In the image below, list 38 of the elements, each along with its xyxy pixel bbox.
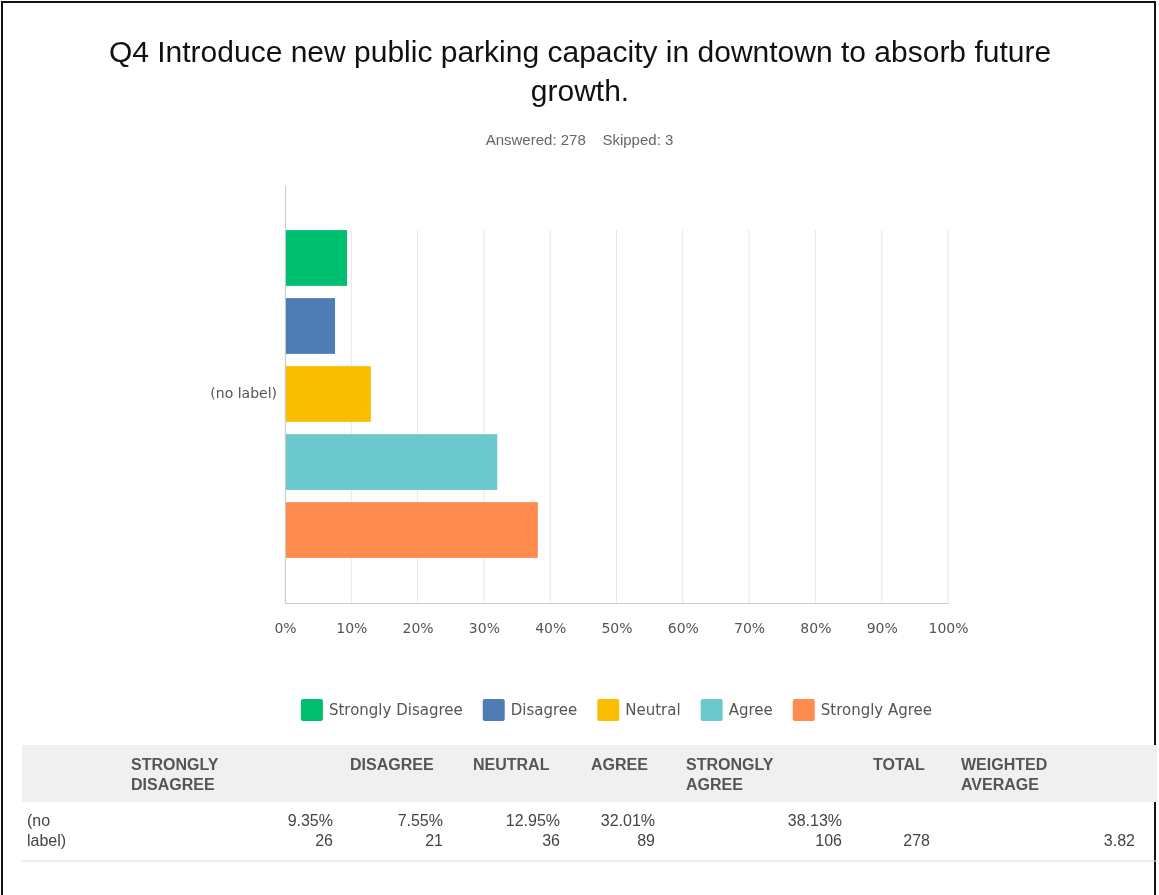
text: 7.55% xyxy=(397,812,443,829)
text: DISAGREE xyxy=(350,756,434,773)
x-tick-label: 50% xyxy=(601,619,633,636)
legend-label: Disagree xyxy=(510,701,578,720)
text: 89 xyxy=(637,832,656,849)
x-tick-label: 100% xyxy=(928,619,969,636)
x-tick-label: 60% xyxy=(667,619,699,636)
chart-subtitle: Answered: 278 Skipped: 3 xyxy=(484,131,675,148)
text: STRONGLY AGREE xyxy=(686,756,774,793)
x-tick-label: 40% xyxy=(535,619,567,636)
x-tick-label: 30% xyxy=(468,619,500,636)
text: 106 xyxy=(815,832,843,849)
text: 278 xyxy=(903,832,931,849)
legend-label: Strongly Agree xyxy=(820,701,933,720)
text: NEUTRAL xyxy=(473,756,550,773)
text: 36 xyxy=(542,832,561,849)
text: 32.01% xyxy=(600,812,655,829)
x-tick-label: 90% xyxy=(866,619,898,636)
x-tick-label: 0% xyxy=(274,619,297,636)
x-tick-label: 10% xyxy=(336,619,368,636)
x-tick-label: 70% xyxy=(734,619,766,636)
x-tick-label: 20% xyxy=(402,619,434,636)
text: 3.82 xyxy=(1103,832,1136,849)
legend-label: Strongly Disagree xyxy=(328,701,463,720)
text: 26 xyxy=(315,832,334,849)
text: TOTAL xyxy=(873,756,926,773)
category-label: (no label) xyxy=(27,812,67,849)
text: 21 xyxy=(425,832,444,849)
chart-title: Q4 Introduce new public parking capacity in downtown to absorb future growth. xyxy=(107,34,1053,109)
text: STRONGLY DISAGREE xyxy=(131,756,219,793)
x-tick-label: 80% xyxy=(800,619,832,636)
legend-label: Agree xyxy=(728,701,773,720)
legend-label: Neutral xyxy=(625,701,681,720)
text: 38.13% xyxy=(787,812,842,829)
text: 9.35% xyxy=(287,812,333,829)
text: WEIGHTED AVERAGE xyxy=(961,756,1048,793)
text: AGREE xyxy=(591,756,649,773)
text: 12.95% xyxy=(505,812,560,829)
